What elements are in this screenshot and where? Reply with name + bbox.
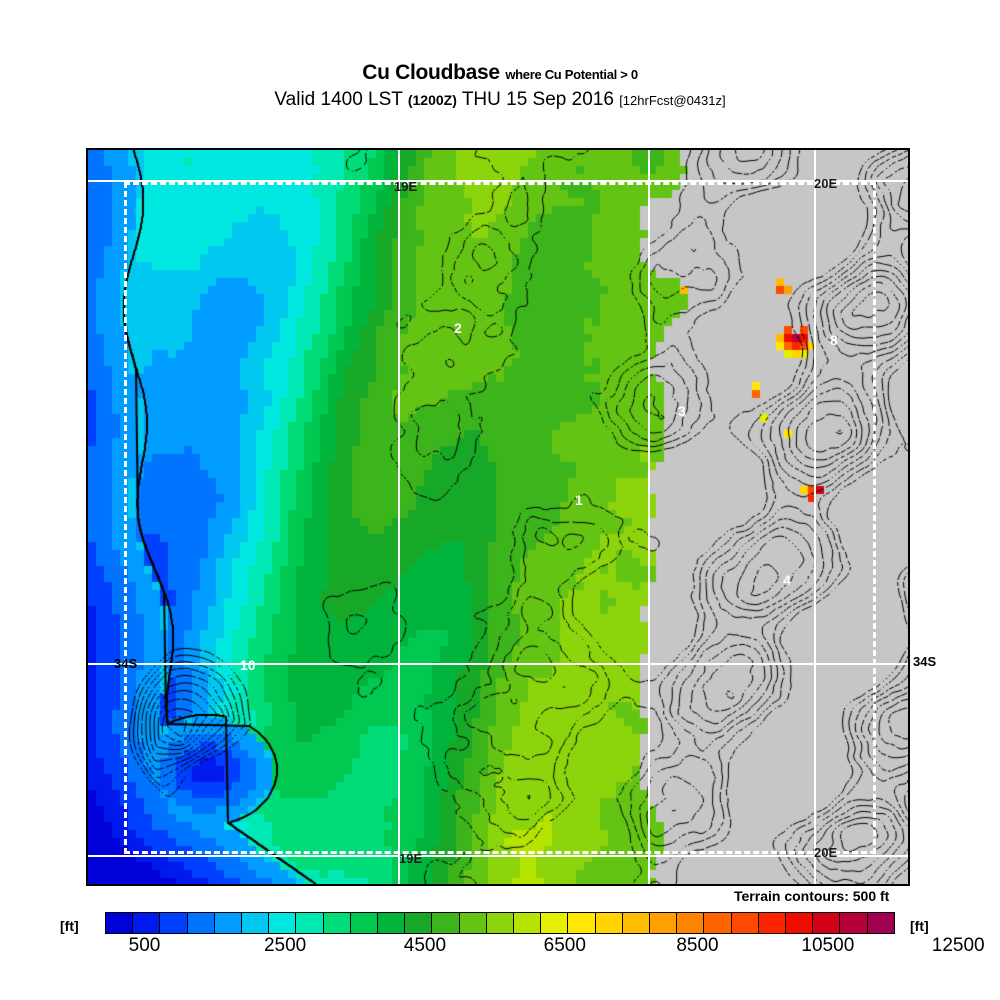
map-raster-layer bbox=[88, 150, 908, 884]
colorbar-swatch-15[interactable] bbox=[514, 913, 542, 933]
title-line-secondary: Valid 1400 LST (1200Z) THU 15 Sep 2016 [… bbox=[0, 88, 1000, 113]
colorbar-swatch-24[interactable] bbox=[758, 913, 787, 933]
colorbar-swatch-10[interactable] bbox=[378, 913, 406, 933]
colorbar-swatch-8[interactable] bbox=[323, 913, 351, 933]
map-marker-label-2: 2 bbox=[454, 320, 462, 336]
forecast-stamp-label: [12hrFcst@0431z] bbox=[619, 93, 726, 108]
map-marker-label-10: 10 bbox=[240, 657, 256, 673]
colorbar-swatch-23[interactable] bbox=[731, 913, 759, 933]
colorbar-unit-right: [ft] bbox=[910, 918, 929, 934]
grid-label-19E-2: 19E bbox=[399, 851, 423, 866]
title-line-primary: Cu Cloudbase where Cu Potential > 0 bbox=[0, 62, 1000, 86]
colorbar-swatch-27[interactable] bbox=[840, 913, 868, 933]
latitude-label-right: 34S bbox=[913, 654, 937, 669]
colorbar-swatch-9[interactable] bbox=[350, 913, 379, 933]
colorbar-swatch-4[interactable] bbox=[214, 913, 243, 933]
grid-label-20E-3: 20E bbox=[814, 845, 838, 860]
colorbar-swatch-0[interactable] bbox=[106, 913, 134, 933]
colorbar-swatch-2[interactable] bbox=[160, 913, 188, 933]
colorbar-swatch-16[interactable] bbox=[541, 913, 569, 933]
colorbar-swatch-12[interactable] bbox=[432, 913, 460, 933]
colorbar-swatch-7[interactable] bbox=[296, 913, 324, 933]
colorbar-swatch-19[interactable] bbox=[622, 913, 651, 933]
valid-date-label: THU 15 Sep 2016 bbox=[461, 89, 614, 110]
colorbar-tick-10500: 10500 bbox=[801, 935, 855, 956]
map-marker-label-8: 8 bbox=[830, 332, 838, 348]
colorbar-swatches[interactable] bbox=[105, 912, 895, 934]
colorbar-swatch-6[interactable] bbox=[269, 913, 297, 933]
colorbar-tick-8500: 8500 bbox=[676, 935, 719, 956]
colorbar-tick-4500: 4500 bbox=[403, 935, 447, 956]
map-marker-label-4: 4 bbox=[783, 572, 791, 588]
grid-label-20E-1: 20E bbox=[814, 176, 838, 191]
colorbar-swatch-3[interactable] bbox=[187, 913, 215, 933]
colorbar-tick-labels: 500 2500 4500 6500 8500 10500 12500 bbox=[105, 935, 985, 959]
colorbar-tick-500: 500 bbox=[128, 935, 161, 956]
colorbar-swatch-11[interactable] bbox=[405, 913, 433, 933]
colorbar-swatch-14[interactable] bbox=[486, 913, 515, 933]
grid-label-19E-0: 19E bbox=[394, 179, 418, 194]
colorbar-swatch-21[interactable] bbox=[677, 913, 705, 933]
colorbar-swatch-28[interactable] bbox=[867, 913, 894, 933]
terrain-contour-note: Terrain contours: 500 ft bbox=[734, 888, 890, 904]
colorbar-swatch-25[interactable] bbox=[786, 913, 814, 933]
colorbar[interactable]: [ft] [ft] 500 2500 4500 6500 8500 10500 12500 bbox=[0, 908, 1000, 960]
colorbar-tick-12500: 12500 bbox=[931, 935, 985, 956]
colorbar-swatch-20[interactable] bbox=[650, 913, 678, 933]
map-marker-label-3: 3 bbox=[678, 403, 686, 419]
colorbar-swatch-26[interactable] bbox=[813, 913, 841, 933]
colorbar-tick-6500: 6500 bbox=[543, 935, 586, 956]
colorbar-swatch-13[interactable] bbox=[459, 913, 487, 933]
colorbar-swatch-17[interactable] bbox=[568, 913, 596, 933]
valid-time-label: Valid 1400 LST bbox=[274, 89, 403, 110]
title-block: Cu Cloudbase where Cu Potential > 0 Vali… bbox=[0, 62, 1000, 113]
map-marker-label-1: 1 bbox=[575, 492, 583, 508]
colorbar-swatch-1[interactable] bbox=[133, 913, 161, 933]
colorbar-tick-2500: 2500 bbox=[263, 935, 307, 956]
valid-utc-label: (1200Z) bbox=[407, 92, 457, 108]
chart-title-qualifier: where Cu Potential > 0 bbox=[505, 67, 638, 82]
chart-title: Cu Cloudbase bbox=[362, 61, 500, 84]
latitude-label-left: 34S bbox=[114, 656, 138, 671]
colorbar-swatch-18[interactable] bbox=[595, 913, 623, 933]
colorbar-unit-left: [ft] bbox=[60, 918, 79, 934]
forecast-map[interactable]: 19E 20E 19E 20E 10 1 4 8 2 3 34S bbox=[86, 148, 910, 886]
colorbar-swatch-22[interactable] bbox=[704, 913, 732, 933]
colorbar-swatch-5[interactable] bbox=[242, 913, 270, 933]
